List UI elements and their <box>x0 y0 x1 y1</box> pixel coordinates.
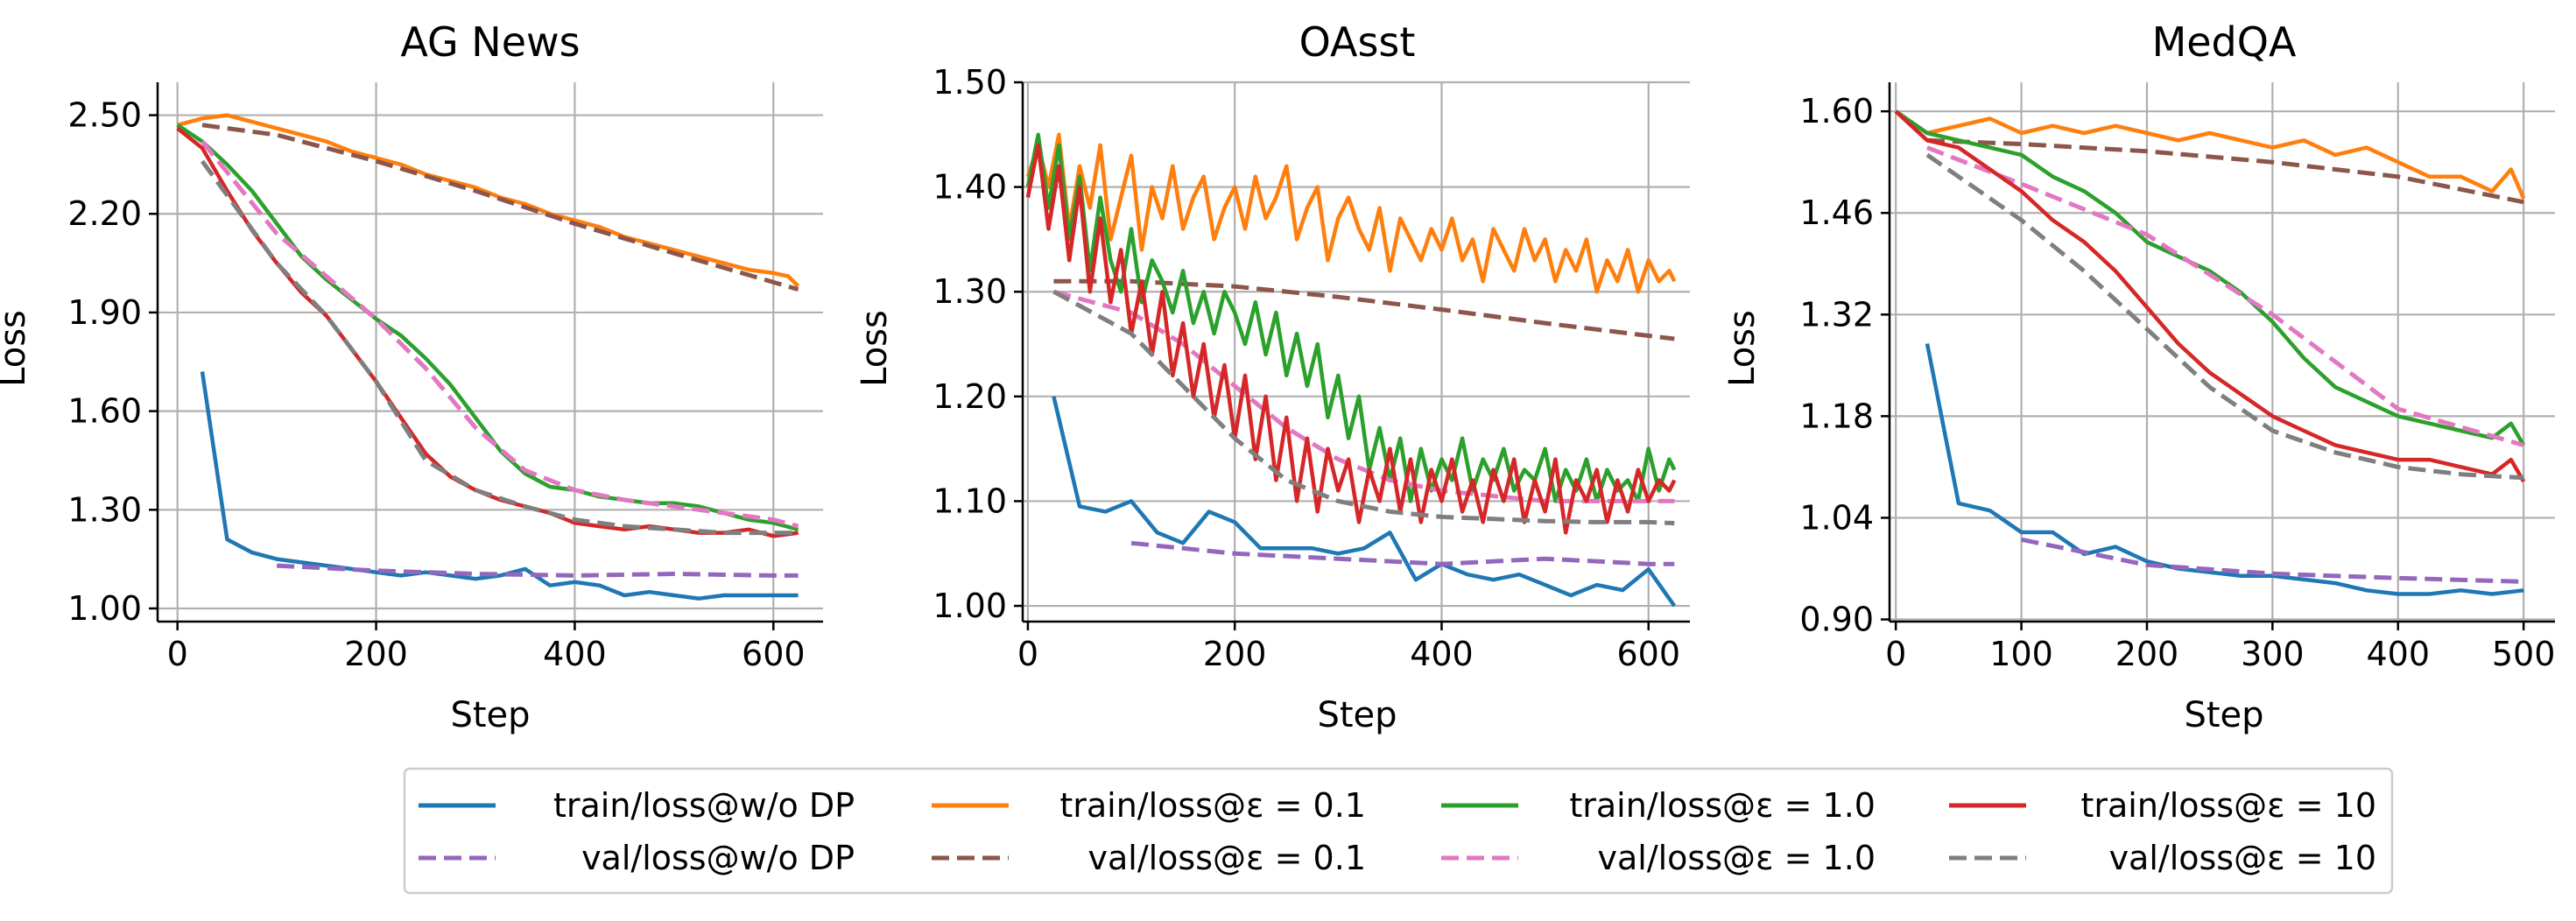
legend-label-val-eps01: val/loss@ε = 0.1 <box>1087 839 1366 877</box>
grid <box>1023 81 1690 622</box>
legend-label-train-eps01: train/loss@ε = 0.1 <box>1059 786 1366 825</box>
y-tick-label: 1.32 <box>1799 295 1874 334</box>
series-line-train-wodp <box>1925 343 2524 596</box>
y-tick-label: 1.46 <box>1799 193 1874 232</box>
panel-title: OAsst <box>1299 18 1416 66</box>
x-tick-label: 200 <box>2115 635 2179 673</box>
series-line-val-01 <box>1053 278 1675 341</box>
legend: train/loss@w/o DP val/loss@w/o DP train/… <box>403 767 2394 895</box>
series-line-val-wodp <box>1130 540 1675 566</box>
legend-label-val-wodp: val/loss@w/o DP <box>581 839 855 877</box>
y-tick-label: 1.30 <box>67 490 142 529</box>
series-line-val-10 <box>1052 290 1675 526</box>
series-line-val-10 <box>200 159 799 536</box>
series-line-train-1 <box>1025 132 1677 503</box>
x-tick-label: 400 <box>543 635 607 673</box>
y-axis-label: Loss <box>1722 310 1763 387</box>
y-axis-label: Loss <box>855 310 895 387</box>
x-tick-label: 300 <box>2241 635 2305 673</box>
series-line-train-10 <box>1025 143 1677 535</box>
series-group <box>1025 132 1677 608</box>
y-tick-label: 0.90 <box>1799 601 1874 639</box>
series-group <box>176 113 800 601</box>
series-line-val-wodp <box>276 563 799 578</box>
x-tick-label: 400 <box>2366 635 2430 673</box>
x-axis-label: Step <box>1317 695 1397 735</box>
x-tick-label: 500 <box>2492 635 2556 673</box>
legend-label-val-eps1: val/loss@ε = 1.0 <box>1597 839 1876 877</box>
y-tick-label: 1.60 <box>1799 92 1874 130</box>
panel-title: MedQA <box>2152 18 2297 66</box>
series-line-train-01 <box>1894 109 2526 200</box>
y-axis-label: Loss <box>0 310 33 387</box>
series-line-train-01 <box>1025 132 1677 294</box>
x-tick-label: 0 <box>1017 635 1038 673</box>
panel-oasst: OAsst Step Loss 0 200 400 600 1.00 1.10 1.20 1.… <box>855 18 1690 735</box>
series-line-train-1 <box>176 123 799 531</box>
x-tick-label: 600 <box>1616 635 1680 673</box>
series-line-train-wodp <box>1052 396 1677 608</box>
series-line-val-01 <box>1926 137 2524 205</box>
series-line-val-wodp <box>2021 537 2524 584</box>
y-tick-label: 1.40 <box>933 168 1007 207</box>
series-line-train-10 <box>1894 109 2526 483</box>
x-tick-label: 100 <box>1989 635 2053 673</box>
y-tick-label: 2.20 <box>67 194 142 233</box>
legend-label-train-eps10: train/loss@ε = 10 <box>2080 786 2376 825</box>
series-line-val-10 <box>1925 152 2524 481</box>
legend-label-val-eps10: val/loss@ε = 10 <box>2109 839 2376 877</box>
panel-title: AG News <box>400 18 580 66</box>
x-axis-label: Step <box>450 695 530 735</box>
x-tick-label: 200 <box>344 635 408 673</box>
y-tick-label: 1.50 <box>933 63 1007 102</box>
y-tick-label: 1.10 <box>933 482 1007 520</box>
x-tick-label: 600 <box>742 635 806 673</box>
panel-medqa: MedQA Step Loss 0 100 200 300 400 500 0.90 1.04… <box>1722 18 2555 735</box>
grid <box>158 82 823 622</box>
y-tick-label: 1.00 <box>933 587 1007 625</box>
x-tick-label: 0 <box>1885 635 1906 673</box>
x-tick-label: 200 <box>1203 635 1267 673</box>
legend-frame <box>403 767 2394 895</box>
y-tick-label: 1.18 <box>1799 397 1874 435</box>
x-tick-label: 0 <box>167 635 188 673</box>
x-axis-label: Step <box>2184 695 2263 735</box>
series-line-train-1 <box>1894 109 2526 446</box>
x-tick-label: 400 <box>1410 635 1474 673</box>
series-line-train-10 <box>176 126 799 538</box>
y-tick-label: 1.30 <box>933 272 1007 311</box>
y-tick-label: 1.04 <box>1799 498 1874 537</box>
series-line-val-1 <box>201 140 799 529</box>
series-line-val-01 <box>201 123 799 292</box>
panel-ag-news: AG News Step Loss 0 200 400 600 1.00 1.30 1.60… <box>0 18 823 735</box>
legend-label-train-eps1: train/loss@ε = 1.0 <box>1569 786 1876 825</box>
series-line-val-1 <box>1926 145 2524 447</box>
y-tick-label: 1.00 <box>67 589 142 628</box>
y-tick-label: 1.90 <box>67 293 142 332</box>
series-line-val-1 <box>1052 289 1675 503</box>
grid <box>1890 82 2555 622</box>
series-line-train-wodp <box>200 371 799 601</box>
y-tick-label: 2.50 <box>67 96 142 135</box>
y-tick-label: 1.20 <box>933 377 1007 416</box>
y-tick-label: 1.60 <box>67 392 142 431</box>
legend-label-train-wodp: train/loss@w/o DP <box>553 786 855 825</box>
series-group <box>1894 109 2526 596</box>
